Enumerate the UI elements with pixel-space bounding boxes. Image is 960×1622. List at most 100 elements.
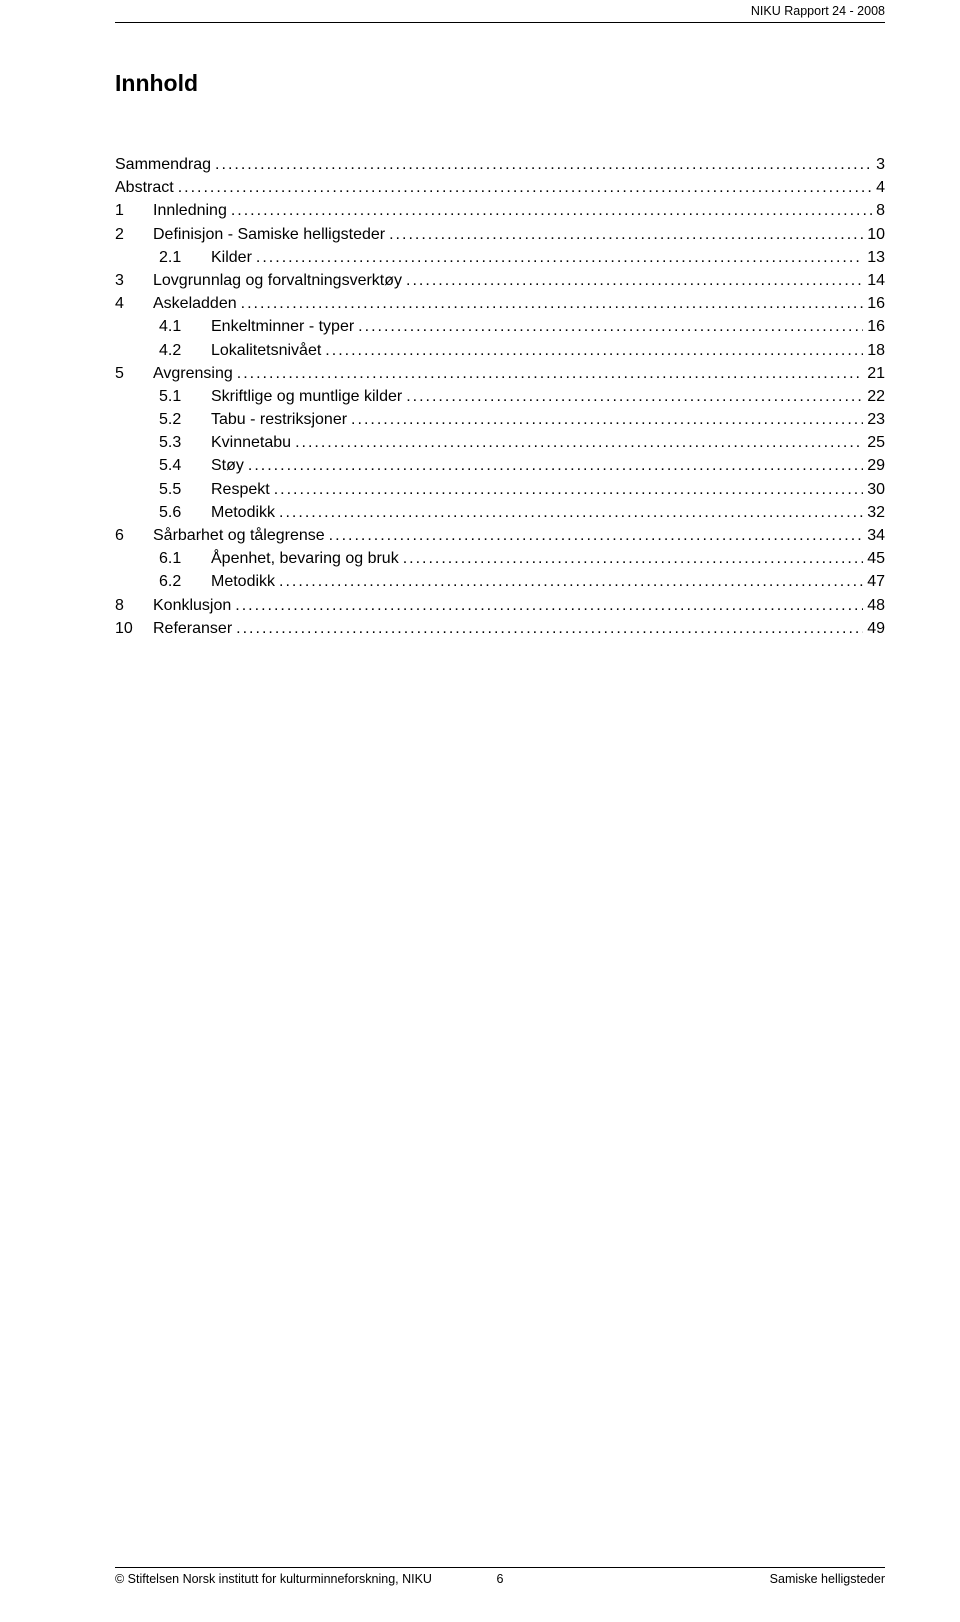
toc-entry: Abstract 4: [115, 176, 885, 199]
toc-leader-dots: [279, 501, 863, 524]
toc-entry-page: 47: [867, 570, 885, 593]
toc-entry-page: 22: [867, 385, 885, 408]
toc-entry: 4.2 Lokalitetsnivået 18: [115, 339, 885, 362]
page: NIKU Rapport 24 - 2008 Innhold Sammendra…: [0, 0, 960, 1622]
toc-entry-label: Referanser: [153, 617, 232, 640]
toc-entry-number: 8: [115, 594, 147, 617]
toc-leader-dots: [406, 269, 863, 292]
toc-entry: 5Avgrensing21: [115, 362, 885, 385]
toc-entry: 5.6Metodikk32: [115, 501, 885, 524]
toc-entry: 8 Konklusjon 48: [115, 594, 885, 617]
toc-leader-dots: [231, 199, 872, 222]
toc-entry-number: 2: [115, 223, 147, 246]
toc-entry-page: 34: [867, 524, 885, 547]
toc-leader-dots: [329, 524, 864, 547]
toc-entry-page: 13: [867, 246, 885, 269]
toc-entry-number: 5.4: [159, 454, 205, 477]
toc-leader-dots: [178, 176, 872, 199]
toc-entry: 1 Innledning 8: [115, 199, 885, 222]
toc-entry-label: Lokalitetsnivået: [211, 339, 321, 362]
toc-entry-label: Respekt: [211, 478, 270, 501]
toc-entry-page: 21: [867, 362, 885, 385]
header-report-id: NIKU Rapport 24 - 2008: [751, 4, 885, 18]
toc-entry: 4 Askeladden 16: [115, 292, 885, 315]
toc-entry-label: Definisjon - Samiske helligsteder: [153, 223, 385, 246]
toc-entry-number: 5.2: [159, 408, 205, 431]
toc-entry-number: 10: [115, 617, 147, 640]
toc-entry-label: Abstract: [115, 176, 174, 199]
toc-entry-number: 4: [115, 292, 147, 315]
toc-entry-label: Kvinnetabu: [211, 431, 291, 454]
toc-entry: 5.3Kvinnetabu25: [115, 431, 885, 454]
toc-entry-label: Støy: [211, 454, 244, 477]
toc-entry: 2.1 Kilder 13: [115, 246, 885, 269]
toc-entry-label: Kilder: [211, 246, 252, 269]
toc-entry: 3 Lovgrunnlag og forvaltningsverktøy 14: [115, 269, 885, 292]
toc-entry-number: 3: [115, 269, 147, 292]
toc-leader-dots: [358, 315, 863, 338]
toc-entry-page: 8: [876, 199, 885, 222]
footer-doc-title: Samiske helligsteder: [770, 1572, 885, 1586]
toc-entry-label: Skriftlige og muntlige kilder: [211, 385, 402, 408]
table-of-contents: Sammendrag 3 Abstract 4 1 Innledning 8 2 Definis…: [115, 153, 885, 640]
toc-entry-label: Avgrensing: [153, 362, 233, 385]
toc-entry-page: 18: [867, 339, 885, 362]
toc-entry-page: 49: [867, 617, 885, 640]
toc-entry: 10 Referanser 49: [115, 617, 885, 640]
page-title: Innhold: [115, 70, 885, 97]
toc-entry-page: 45: [867, 547, 885, 570]
toc-leader-dots: [325, 339, 863, 362]
toc-leader-dots: [256, 246, 863, 269]
toc-entry: 4.1 Enkeltminner - typer 16: [115, 315, 885, 338]
toc-entry: 5.1 Skriftlige og muntlige kilder 22: [115, 385, 885, 408]
toc-entry-label: Metodikk: [211, 570, 275, 593]
toc-entry-page: 29: [867, 454, 885, 477]
toc-entry-number: 6.1: [159, 547, 205, 570]
toc-entry: 6Sårbarhet og tålegrense34: [115, 524, 885, 547]
footer: © Stiftelsen Norsk institutt for kulturm…: [115, 1567, 885, 1586]
footer-row: © Stiftelsen Norsk institutt for kulturm…: [115, 1572, 885, 1586]
toc-leader-dots: [403, 547, 864, 570]
footer-copyright: © Stiftelsen Norsk institutt for kulturm…: [115, 1572, 432, 1586]
toc-entry: 2Definisjon - Samiske helligsteder10: [115, 223, 885, 246]
toc-entry-page: 3: [876, 153, 885, 176]
toc-entry-number: 1: [115, 199, 147, 222]
toc-entry-label: Askeladden: [153, 292, 237, 315]
toc-entry-page: 16: [867, 292, 885, 315]
toc-entry: 6.1Åpenhet, bevaring og bruk45: [115, 547, 885, 570]
toc-entry-number: 5.5: [159, 478, 205, 501]
toc-entry-page: 4: [876, 176, 885, 199]
toc-leader-dots: [279, 570, 863, 593]
toc-entry-label: Tabu - restriksjoner: [211, 408, 347, 431]
toc-entry-page: 48: [867, 594, 885, 617]
toc-entry-number: 5.1: [159, 385, 205, 408]
toc-entry-number: 6.2: [159, 570, 205, 593]
toc-leader-dots: [406, 385, 863, 408]
toc-entry-number: 5.6: [159, 501, 205, 524]
toc-leader-dots: [215, 153, 872, 176]
toc-entry: 5.2 Tabu - restriksjoner 23: [115, 408, 885, 431]
footer-rule: [115, 1567, 885, 1568]
toc-entry-number: 4.2: [159, 339, 205, 362]
toc-entry-page: 16: [867, 315, 885, 338]
toc-entry: 6.2 Metodikk 47: [115, 570, 885, 593]
toc-entry-number: 5.3: [159, 431, 205, 454]
toc-leader-dots: [295, 431, 863, 454]
toc-entry: 5.5 Respekt 30: [115, 478, 885, 501]
toc-entry: Sammendrag 3: [115, 153, 885, 176]
toc-entry-label: Lovgrunnlag og forvaltningsverktøy: [153, 269, 402, 292]
toc-entry-number: 6: [115, 524, 147, 547]
toc-entry-page: 23: [867, 408, 885, 431]
toc-entry-label: Konklusjon: [153, 594, 231, 617]
toc-entry-number: 4.1: [159, 315, 205, 338]
toc-entry-label: Sammendrag: [115, 153, 211, 176]
toc-entry: 5.4 Støy 29: [115, 454, 885, 477]
toc-entry-number: 2.1: [159, 246, 205, 269]
toc-leader-dots: [274, 478, 864, 501]
toc-entry-label: Innledning: [153, 199, 227, 222]
toc-entry-label: Enkeltminner - typer: [211, 315, 354, 338]
toc-leader-dots: [235, 594, 863, 617]
toc-entry-page: 30: [867, 478, 885, 501]
toc-entry-page: 14: [867, 269, 885, 292]
toc-leader-dots: [248, 454, 863, 477]
